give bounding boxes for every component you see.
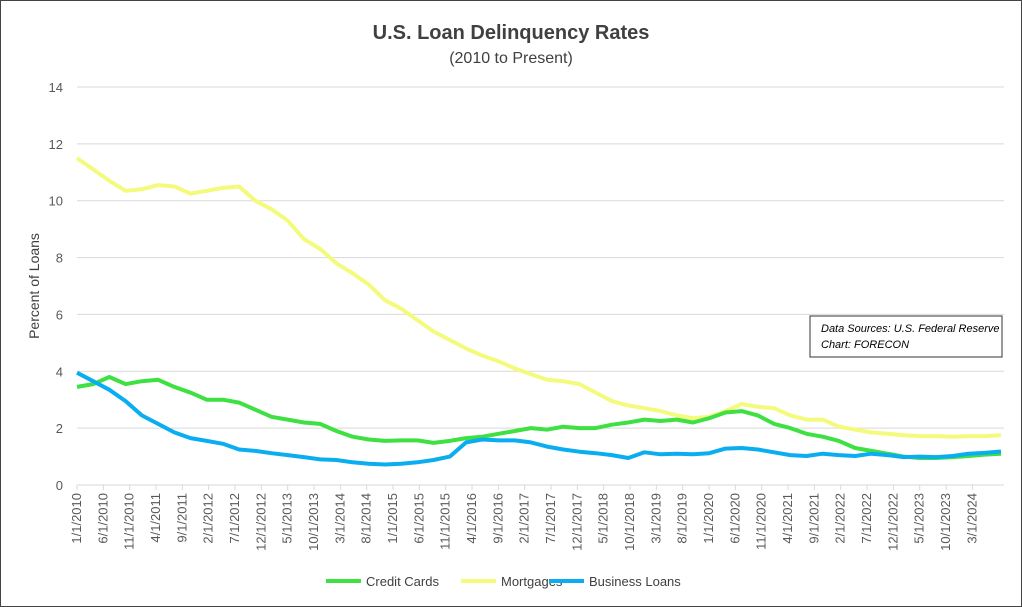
legend-label: Business Loans	[589, 574, 681, 589]
legend: Credit Cards Mortgages Business Loans	[326, 574, 681, 589]
annotation-box: Data Sources: U.S. Federal Reserve Chart…	[809, 315, 1003, 358]
x-tick-label: 3/1/2024	[964, 493, 979, 544]
x-tick-label: 9/1/2016	[490, 493, 505, 544]
x-tick-label: 8/1/2014	[359, 493, 374, 544]
x-tick-label: 7/1/2012	[227, 493, 242, 544]
x-tick-label: 9/1/2021	[806, 493, 821, 544]
x-tick-label: 10/1/2013	[306, 493, 321, 551]
y-tick-label: 4	[56, 364, 63, 379]
series-line-mortgages	[75, 156, 1002, 439]
x-tick-label: 2/1/2022	[833, 493, 848, 544]
annotation-credit: Chart: FORECON	[821, 339, 909, 351]
x-tick-label: 9/1/2011	[174, 493, 189, 543]
x-tick-label: 10/1/2023	[938, 493, 953, 551]
x-tick-label: 5/1/2018	[596, 493, 611, 544]
annotation-source: Data Sources: U.S. Federal Reserve	[821, 323, 1000, 335]
x-tick-label: 7/1/2017	[543, 493, 558, 544]
x-tick-label: 3/1/2019	[648, 493, 663, 544]
x-tick-label: 1/1/2010	[69, 493, 84, 544]
x-tick-label: 6/1/2015	[411, 493, 426, 544]
x-tick-label: 6/1/2020	[727, 493, 742, 544]
x-tick-label: 12/1/2012	[253, 493, 268, 551]
x-tick-label: 10/1/2018	[622, 493, 637, 551]
x-tick-label: 11/1/2020	[754, 493, 769, 550]
x-tick-label: 4/1/2011	[148, 493, 163, 543]
x-tick-label: 11/1/2015	[438, 493, 453, 550]
x-tick-label: 5/1/2013	[280, 493, 295, 544]
x-tick-label: 2/1/2017	[517, 493, 532, 544]
chart-title: U.S. Loan Delinquency Rates	[373, 22, 650, 44]
y-tick-label: 10	[49, 194, 63, 209]
x-tick-label: 7/1/2022	[859, 493, 874, 544]
y-tick-label: 8	[56, 251, 63, 266]
y-axis-label: Percent of Loans	[26, 233, 42, 339]
y-tick-label: 14	[49, 80, 63, 95]
x-tick-label: 11/1/2010	[122, 493, 137, 550]
chart-subtitle: (2010 to Present)	[449, 50, 573, 67]
legend-label: Credit Cards	[366, 574, 439, 589]
x-tick-label: 4/1/2016	[464, 493, 479, 544]
y-tick-label: 6	[56, 307, 63, 322]
x-tick-label: 5/1/2023	[912, 493, 927, 544]
x-tick-label: 4/1/2021	[780, 493, 795, 544]
y-tick-label: 12	[49, 137, 63, 152]
x-tick-label: 1/1/2020	[701, 493, 716, 544]
series-line-credit-cards	[76, 375, 1002, 460]
y-tick-label: 0	[56, 478, 63, 493]
x-tick-label: 2/1/2012	[201, 493, 216, 544]
x-tick-label: 3/1/2014	[332, 493, 347, 544]
x-tick-label: 6/1/2010	[95, 493, 110, 544]
y-tick-label: 2	[56, 421, 63, 436]
series-line-business-loans	[76, 370, 1002, 467]
x-tick-label: 8/1/2019	[675, 493, 690, 544]
legend-label: Mortgages	[501, 574, 563, 589]
x-tick-label: 1/1/2015	[385, 493, 400, 544]
x-tick-label: 12/1/2017	[569, 493, 584, 551]
x-tick-label: 12/1/2022	[885, 493, 900, 551]
